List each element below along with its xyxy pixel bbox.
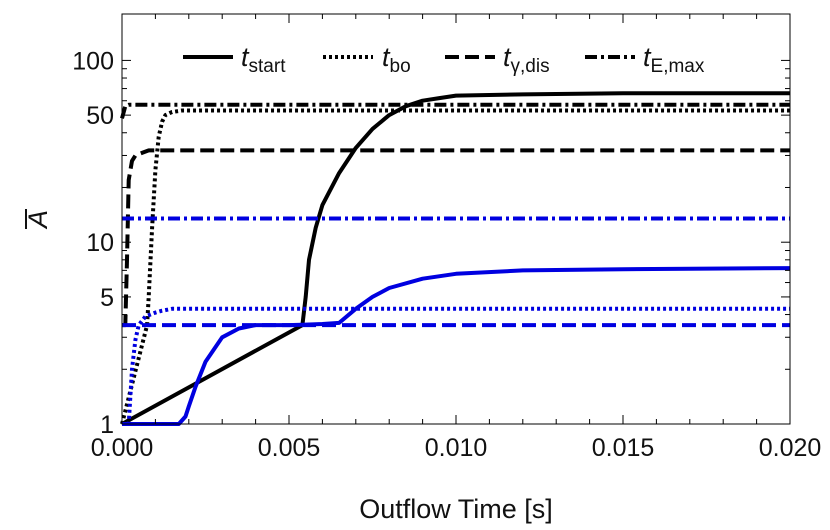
y-tick-label: 1	[100, 411, 114, 439]
x-axis-title: Outflow Time [s]	[359, 494, 553, 524]
x-tick-label: 0.010	[425, 434, 488, 462]
series-line-3	[122, 148, 790, 328]
series-line-2	[120, 108, 790, 425]
series-line-1	[121, 91, 790, 426]
legend-label: tbo	[382, 42, 411, 77]
y-tick-label: 5	[100, 284, 114, 312]
series-layer	[120, 91, 791, 426]
legend-label: tE,max	[643, 42, 705, 77]
ticks-layer: 0.000 0.005 0.010 0.015 0.020 1 5 10 50 100	[72, 14, 821, 462]
legend-label: tγ,dis	[503, 42, 550, 77]
y-tick-label: 10	[86, 229, 114, 257]
x-tick-label: 0.005	[258, 434, 321, 462]
legend: tstart tbo tγ,dis tE,max	[183, 42, 705, 77]
x-tick-label: 0.015	[592, 434, 655, 462]
y-tick-label: 50	[86, 102, 114, 130]
series-line-6	[122, 306, 790, 426]
y-axis-title: A	[23, 210, 53, 230]
series-line-5	[122, 266, 791, 426]
y-tick-label: 100	[72, 47, 114, 75]
x-tick-label: 0.020	[759, 434, 822, 462]
series-line-4	[120, 102, 790, 119]
legend-label: tstart	[241, 42, 286, 77]
x-tick-label: 0.000	[91, 434, 154, 462]
